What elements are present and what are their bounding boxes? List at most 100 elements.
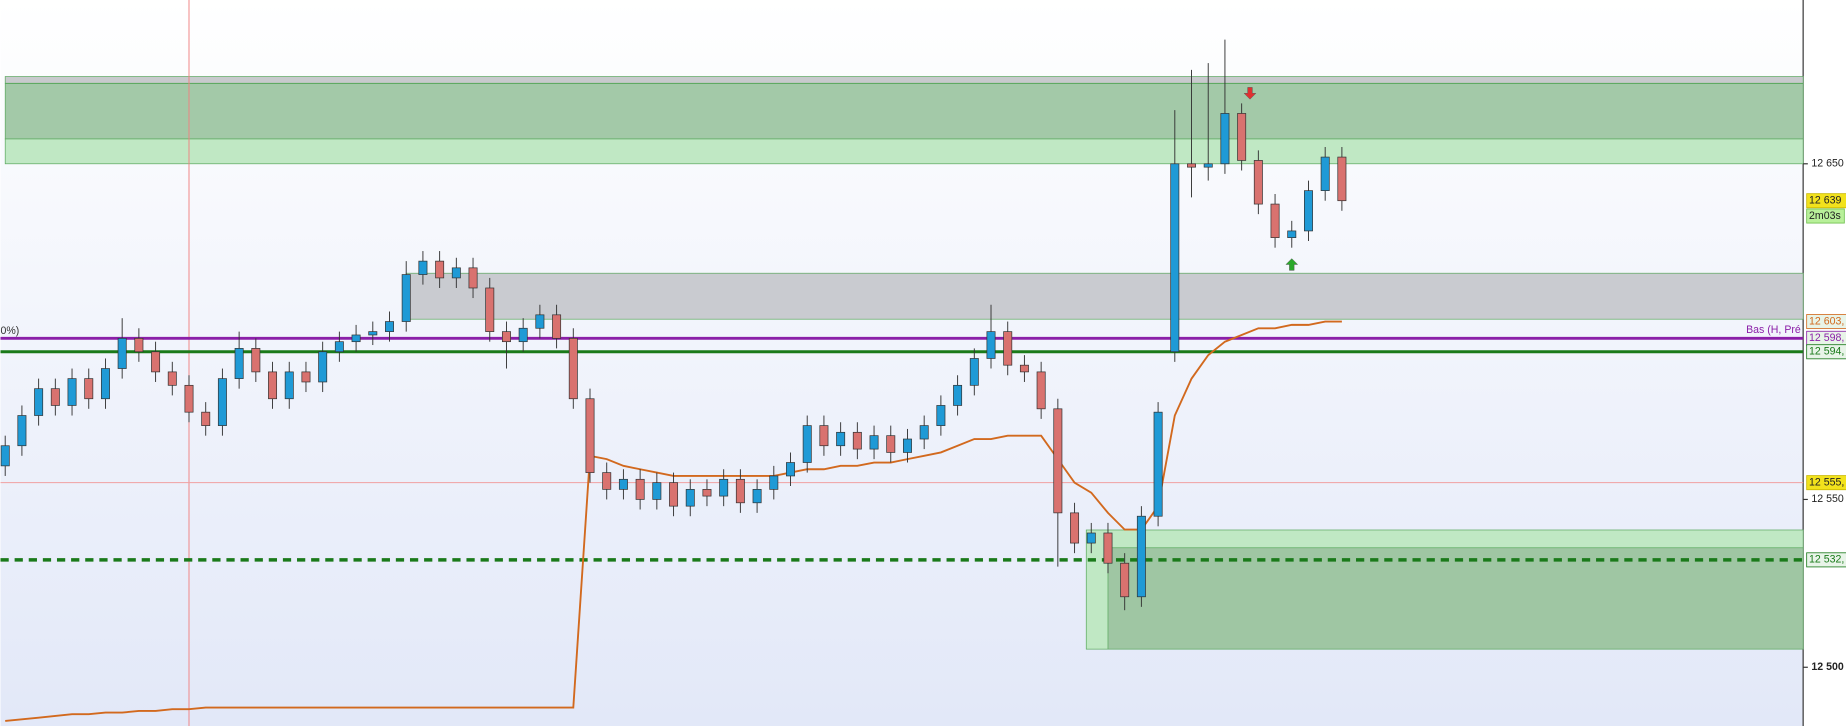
zone bbox=[4, 83, 1804, 140]
candle-body bbox=[84, 378, 94, 400]
candle-body bbox=[1019, 364, 1029, 373]
candle-body bbox=[769, 475, 779, 490]
candle-body bbox=[268, 371, 278, 400]
candle-body bbox=[318, 351, 328, 383]
candle-body bbox=[301, 371, 311, 383]
zone bbox=[1107, 547, 1804, 650]
candle-body bbox=[184, 384, 194, 413]
candle-body bbox=[134, 337, 144, 353]
y-tick-label: 12 650 bbox=[1811, 158, 1843, 170]
candle-body bbox=[953, 384, 963, 406]
candle-body bbox=[719, 478, 729, 497]
candle-body bbox=[468, 267, 478, 289]
candle-body bbox=[368, 331, 378, 336]
signal-arrow bbox=[1243, 87, 1257, 100]
candle-body bbox=[34, 388, 44, 416]
candle-body bbox=[1136, 515, 1146, 598]
candle-body bbox=[969, 358, 979, 386]
candle-body bbox=[234, 348, 244, 379]
y-tick-label: 12 550 bbox=[1811, 493, 1843, 505]
candle-body bbox=[1220, 113, 1230, 165]
candle-body bbox=[1053, 408, 1063, 514]
price-tag bbox=[1806, 552, 1846, 568]
timer-tag bbox=[1806, 208, 1845, 224]
candle-body bbox=[752, 489, 762, 504]
candle-body bbox=[936, 405, 946, 426]
candle-body bbox=[0, 445, 10, 467]
axis-background bbox=[1803, 0, 1846, 726]
candle-body bbox=[585, 398, 595, 473]
candle-body bbox=[201, 411, 211, 426]
price-tag-label: 12 594, bbox=[1809, 346, 1844, 358]
candle-body bbox=[117, 337, 127, 369]
candle-body bbox=[669, 482, 679, 507]
zone bbox=[4, 138, 1804, 165]
candle-body bbox=[786, 462, 795, 477]
candle-body bbox=[251, 348, 261, 373]
candle-body bbox=[602, 472, 612, 490]
candle-body bbox=[418, 260, 428, 275]
signal-arrow bbox=[1285, 258, 1299, 271]
candle-body bbox=[1120, 562, 1130, 598]
candle-body bbox=[618, 478, 628, 490]
candle-body bbox=[819, 425, 829, 447]
candle-body bbox=[1187, 163, 1196, 168]
candle-body bbox=[100, 368, 110, 400]
candle-body bbox=[1086, 532, 1096, 544]
candle-body bbox=[1287, 230, 1297, 238]
candle-body bbox=[50, 388, 60, 406]
zone bbox=[4, 76, 1804, 84]
candle-body bbox=[485, 287, 495, 332]
candle-body bbox=[1320, 156, 1330, 191]
candle-body bbox=[284, 371, 294, 400]
candle-body bbox=[902, 438, 912, 453]
candle-body bbox=[1170, 163, 1180, 353]
candle-body bbox=[1270, 203, 1280, 238]
candle-body bbox=[1304, 190, 1313, 232]
price-tag-label: 12 598, bbox=[1809, 332, 1844, 344]
price-tag bbox=[1806, 344, 1846, 360]
candle-body bbox=[151, 351, 161, 373]
candle-body bbox=[919, 425, 929, 440]
candle-body bbox=[886, 435, 896, 453]
candle-body bbox=[1070, 512, 1080, 544]
candle-body bbox=[652, 482, 662, 500]
candle-body bbox=[552, 314, 562, 339]
y-tick-label: 12 500 bbox=[1811, 661, 1843, 673]
candle-body bbox=[986, 331, 996, 359]
candle-body bbox=[334, 341, 344, 353]
candle-body bbox=[435, 260, 445, 279]
left-text: 0%) bbox=[0, 325, 19, 337]
candle-body bbox=[1036, 371, 1046, 410]
candle-body bbox=[836, 431, 846, 447]
candle-body bbox=[869, 435, 879, 450]
candle-body bbox=[1153, 411, 1163, 517]
candle-body bbox=[1237, 113, 1247, 161]
price-tag-label: 12 639 bbox=[1809, 195, 1841, 207]
candle-body bbox=[501, 331, 511, 343]
candle-body bbox=[702, 489, 712, 497]
candle-body bbox=[17, 415, 27, 447]
candle-body bbox=[1203, 163, 1213, 168]
price-tag bbox=[1806, 193, 1846, 209]
candle-body bbox=[568, 337, 578, 400]
zone bbox=[405, 272, 1804, 320]
candle-body bbox=[1337, 156, 1347, 202]
candle-body bbox=[535, 314, 545, 329]
candle-body bbox=[635, 478, 645, 500]
candle-body bbox=[852, 431, 862, 450]
price-tag bbox=[1806, 314, 1846, 330]
candle-body bbox=[735, 478, 745, 504]
candle-body bbox=[451, 267, 461, 279]
price-tag bbox=[1806, 475, 1846, 491]
timer-label: 2m03s bbox=[1809, 210, 1841, 222]
candle-body bbox=[217, 378, 227, 426]
candle-body bbox=[67, 378, 77, 406]
candle-body bbox=[685, 489, 695, 507]
candle-body bbox=[351, 334, 361, 343]
candle-body bbox=[167, 371, 177, 386]
level-text: Bas (H, Pré bbox=[1746, 324, 1801, 336]
candle-body bbox=[802, 425, 812, 463]
candle-body bbox=[1003, 331, 1013, 366]
